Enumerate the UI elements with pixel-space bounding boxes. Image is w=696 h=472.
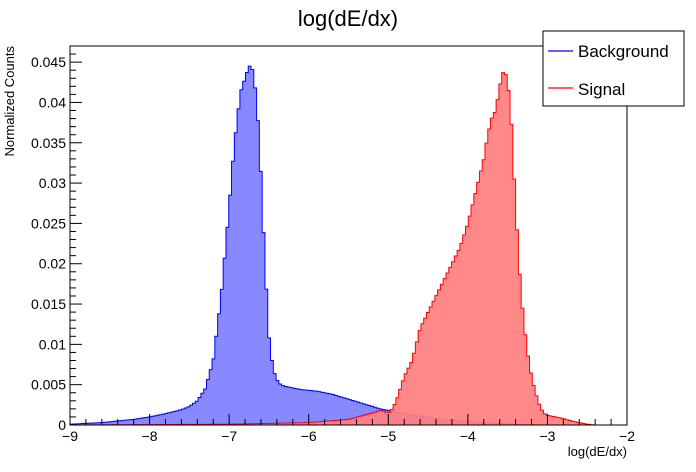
legend-label-background: Background [578,42,669,61]
legend: Background Signal [542,30,685,107]
y-tick-label: 0.015 [31,296,66,312]
x-tick-label: −7 [221,428,237,444]
legend-label-signal: Signal [578,80,625,99]
plot-area [69,45,628,426]
y-axis: 0 0.005 0.01 0.015 0.02 0.025 0.03 0.035 0.04 0.0… [31,45,82,433]
x-tick-label: −4 [460,428,476,444]
y-tick-label: 0.02 [39,256,66,272]
x-tick-label: −6 [301,428,317,444]
x-tick-label: −5 [380,428,396,444]
y-tick-label: 0.04 [39,94,66,110]
x-tick-label: −3 [539,428,555,444]
y-tick-label: 0 [58,417,66,433]
y-tick-label: 0.045 [31,54,66,70]
x-tick-label: −8 [142,428,158,444]
y-tick-label: 0.035 [31,135,66,151]
y-tick-label: 0.025 [31,215,66,231]
plot-frame [69,45,628,426]
x-axis-label: log(dE/dx) [568,444,627,459]
x-tick-label: −2 [619,428,635,444]
legend-box [542,30,685,107]
chart-title: log(dE/dx) [298,6,398,31]
x-tick-label: −9 [62,428,78,444]
y-axis-label: Normalized Counts [2,46,17,157]
y-tick-label: 0.005 [31,377,66,393]
y-tick-label: 0.01 [39,336,66,352]
y-tick-label: 0.03 [39,175,66,191]
x-axis: −9 −8 −7 −6 −5 −4 −3 −2 [62,414,635,444]
